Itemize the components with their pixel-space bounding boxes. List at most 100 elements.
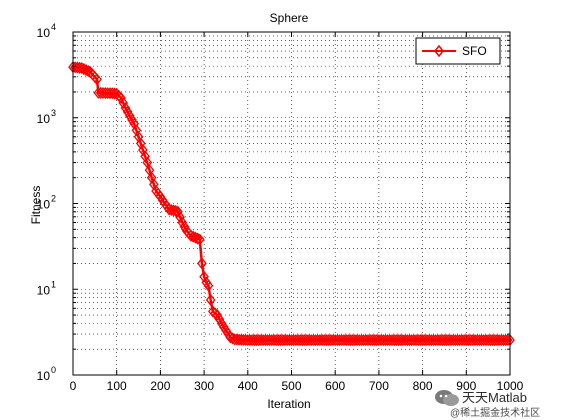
series-marker-sfo (474, 334, 485, 347)
series-marker-sfo (446, 334, 456, 347)
series-marker-sfo (461, 334, 472, 347)
series-marker-sfo (319, 334, 330, 347)
series-marker-sfo (459, 334, 469, 347)
series-marker-sfo (384, 334, 395, 347)
series-marker-sfo (450, 334, 461, 347)
legend-label: SFO (462, 44, 487, 58)
series-marker-sfo (496, 334, 507, 347)
series-marker-sfo (332, 334, 343, 347)
series-marker-sfo (197, 257, 207, 270)
series-marker-sfo (430, 334, 441, 347)
series-marker-sfo (358, 334, 369, 347)
series-marker-sfo (247, 334, 258, 347)
x-tick-label: 300 (194, 379, 214, 393)
series-marker-sfo (194, 233, 205, 246)
y-tick-label-exponent: 3 (51, 108, 56, 118)
series-marker-sfo (269, 334, 279, 347)
series-marker-sfo (264, 334, 275, 347)
series-marker-sfo (437, 334, 448, 347)
series-marker-sfo (249, 334, 260, 347)
series-marker-sfo (284, 334, 295, 347)
series-marker-sfo (120, 101, 131, 115)
legend: SFO (415, 37, 501, 65)
series-marker-sfo (286, 334, 297, 347)
series-marker-sfo (426, 334, 437, 347)
series-marker-sfo (173, 205, 183, 218)
series-marker-sfo (330, 334, 341, 347)
series-marker-sfo (323, 334, 334, 347)
series-marker-sfo (374, 334, 384, 347)
series-marker-sfo (256, 334, 266, 347)
x-axis-label: Iteration (267, 397, 310, 411)
series-marker-sfo (441, 334, 452, 347)
series-marker-sfo (347, 334, 358, 347)
series-marker-sfo (439, 334, 450, 347)
y-tick-label-exponent: 1 (51, 279, 56, 289)
x-tick-label: 200 (150, 379, 170, 393)
series-marker-sfo (411, 334, 421, 347)
series-marker-sfo (494, 334, 504, 347)
series-marker-sfo (443, 334, 454, 347)
series-marker-sfo (245, 334, 255, 347)
series-marker-sfo (345, 334, 356, 347)
series-marker-sfo (406, 334, 417, 347)
series-marker-sfo (321, 334, 332, 347)
series-marker-sfo (328, 334, 338, 347)
series-marker-sfo (282, 334, 292, 347)
series-marker-sfo (253, 334, 264, 347)
series-marker-sfo (369, 334, 380, 347)
series-marker-sfo (251, 334, 262, 347)
x-tick-label: 900 (456, 379, 476, 393)
watermark-title: 天天Matlab (462, 390, 528, 405)
series-marker-sfo (240, 333, 251, 347)
grid-lines (72, 32, 511, 376)
x-tick-label: 100 (107, 379, 127, 393)
series-marker-sfo (424, 334, 434, 347)
series-marker-sfo (452, 334, 463, 347)
wechat-logo-icon (435, 390, 459, 406)
series-marker-sfo (350, 334, 360, 347)
series-marker-sfo (325, 334, 336, 347)
series-marker-sfo (365, 334, 375, 347)
series-marker-sfo (275, 334, 286, 347)
series-marker-sfo (310, 334, 321, 347)
y-tick-label: 10 (37, 283, 51, 297)
series-marker-sfo (343, 334, 354, 347)
x-tick-label: 800 (413, 379, 433, 393)
series-marker-sfo (483, 334, 493, 347)
series-marker-sfo (262, 334, 273, 347)
x-tick-label: 1000 (497, 379, 524, 393)
series-marker-sfo (363, 334, 373, 347)
series-marker-sfo (391, 334, 402, 347)
series-marker-sfo (402, 334, 413, 347)
plot-area (73, 32, 510, 375)
series-marker-sfo (367, 334, 378, 347)
series-marker-sfo (472, 334, 483, 347)
series-marker-sfo (297, 334, 308, 347)
x-tick-label: 600 (325, 379, 345, 393)
series-marker-sfo (492, 334, 502, 347)
series-marker-sfo (334, 334, 345, 347)
series-marker-sfo (214, 313, 225, 326)
series-marker-sfo (317, 334, 327, 347)
series-marker-sfo (280, 334, 290, 347)
series-marker-sfo (242, 334, 253, 347)
series-marker-sfo (387, 334, 397, 347)
x-tick-labels: 0 100 200 300 400 500 600 700 800 900 1000 (70, 379, 524, 393)
y-tick-label-exponent: 4 (51, 22, 56, 32)
series-marker-sfo (435, 334, 445, 347)
series-marker-sfo (360, 334, 371, 347)
series-marker-sfo (419, 334, 430, 347)
series-marker-sfo (92, 73, 102, 86)
series-layer (68, 61, 515, 347)
series-marker-sfo (500, 334, 511, 347)
series-marker-sfo (356, 334, 367, 347)
series-marker-sfo (109, 87, 120, 100)
series-marker-sfo (127, 113, 137, 126)
series-marker-sfo (304, 334, 314, 347)
series-marker-sfo (339, 334, 349, 347)
series-marker-sfo (315, 334, 325, 347)
series-marker-sfo (260, 334, 271, 347)
series-marker-sfo (485, 334, 496, 347)
